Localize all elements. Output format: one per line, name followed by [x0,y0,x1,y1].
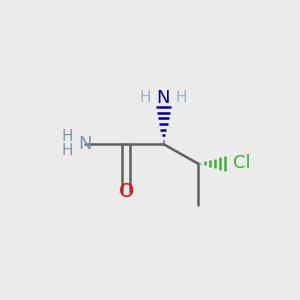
Text: H: H [176,91,187,106]
Text: Cl: Cl [233,154,251,172]
Text: O: O [118,182,134,201]
Text: N: N [157,89,170,107]
Text: H: H [61,129,73,144]
Text: H: H [140,91,151,106]
Text: H: H [61,142,73,158]
Text: N: N [78,135,92,153]
